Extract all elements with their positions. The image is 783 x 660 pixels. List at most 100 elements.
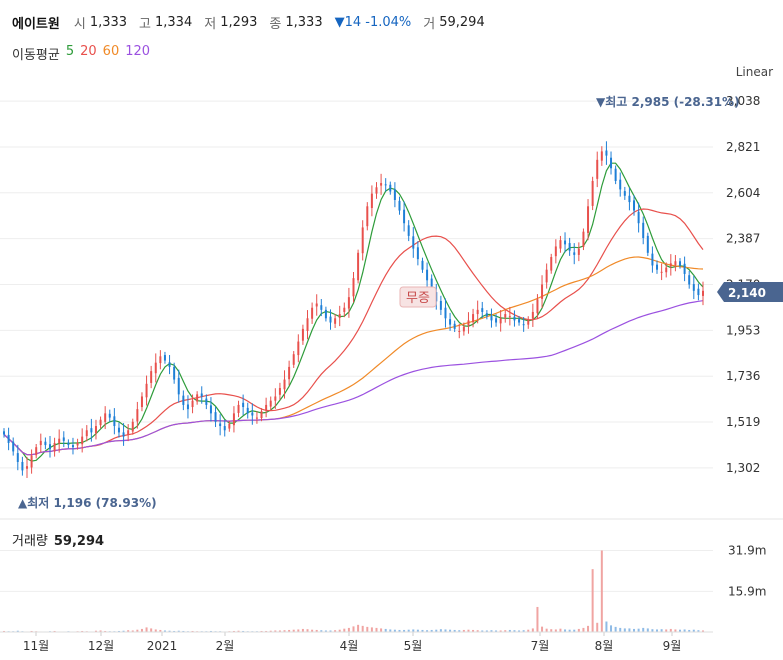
candle-body	[403, 209, 406, 224]
candle-body	[177, 377, 180, 395]
candle-body	[223, 426, 226, 431]
ma-legend-title: 이동평균	[12, 48, 60, 63]
volume-bar	[674, 629, 677, 632]
candle-body	[439, 300, 442, 310]
volume-bar	[311, 629, 314, 632]
volume-bar	[564, 629, 567, 632]
volume-bar	[550, 629, 553, 632]
volume-bar	[412, 629, 415, 632]
volume-bar	[140, 628, 143, 632]
candle-body	[94, 426, 97, 434]
ma-120-line	[3, 300, 704, 456]
candle-body	[30, 455, 33, 468]
volume-bar	[131, 630, 134, 632]
candle-body	[334, 318, 337, 324]
candle-body	[554, 246, 557, 257]
volume-bar	[53, 630, 56, 632]
volume-bar	[642, 627, 645, 632]
volume-bar	[439, 629, 442, 632]
candle-body	[320, 305, 323, 310]
open-value: 1,333	[89, 14, 128, 30]
volume-bar	[99, 630, 102, 632]
candle-body	[536, 299, 539, 314]
volume-panel-label: 거래량	[12, 534, 48, 549]
candle-body	[444, 307, 447, 319]
candle-body	[67, 442, 70, 446]
volume-bar	[559, 628, 562, 632]
volume-bar	[481, 630, 484, 632]
candle-body	[104, 413, 107, 422]
volume-bar	[315, 629, 318, 632]
volume-bar	[430, 629, 433, 632]
candle-body	[251, 412, 254, 416]
candle-body	[393, 189, 396, 200]
candle-body	[315, 303, 318, 307]
candle-body	[246, 407, 249, 414]
volume-bar	[472, 629, 475, 632]
candle-body	[154, 362, 157, 374]
candle-body	[200, 393, 203, 397]
ma-5-label: 5	[65, 44, 75, 59]
volume-bar	[688, 629, 691, 632]
candle-body	[58, 438, 61, 444]
candle-body	[113, 416, 116, 427]
y-tick-label: 1,736	[726, 369, 760, 383]
candle-body	[559, 240, 562, 249]
volume-bar	[398, 629, 401, 632]
candle-body	[347, 297, 350, 309]
volume-bar	[458, 630, 461, 632]
volume-bar	[651, 629, 654, 632]
candle-body	[610, 157, 613, 169]
candle-body	[228, 423, 231, 429]
candle-body	[324, 309, 327, 319]
candle-body	[12, 441, 15, 452]
volume-bar	[426, 630, 429, 632]
candle-body	[600, 151, 603, 161]
candle-body	[306, 318, 309, 331]
volume-bar	[232, 630, 235, 632]
x-tick-label: 4월	[340, 639, 359, 653]
candle-body	[605, 150, 608, 156]
candle-body	[352, 278, 355, 297]
candle-body	[260, 411, 263, 419]
candle-body	[499, 318, 502, 324]
candle-body	[495, 318, 498, 323]
close-value: 1,333	[285, 14, 323, 30]
volume-bar	[334, 630, 337, 632]
volume-bar	[495, 630, 498, 632]
volume-bar	[508, 629, 511, 632]
volume-bar	[30, 630, 33, 632]
x-tick-label: 7월	[531, 639, 550, 653]
volume-bar	[623, 628, 626, 632]
max-price-label: ▼최고 2,985 (-28.31%)	[596, 94, 740, 109]
volume-bar	[669, 628, 672, 632]
candle-body	[173, 366, 176, 380]
candle-body	[614, 168, 617, 181]
volume-bar	[453, 629, 456, 632]
volume-grid	[0, 549, 713, 592]
candle-body	[25, 466, 28, 469]
moving-average-legend[interactable]: 이동평균 5 20 60 120	[12, 44, 156, 63]
candle-body	[545, 269, 548, 283]
candle-body	[35, 447, 38, 456]
volume-bar	[265, 630, 268, 632]
candle-body	[357, 252, 360, 281]
candle-body	[214, 412, 217, 422]
candle-body	[168, 362, 171, 367]
volume-bar	[104, 630, 107, 632]
volume-bar	[122, 630, 125, 632]
candle-body	[191, 400, 194, 408]
current-price-badge: 2,140	[717, 282, 783, 302]
volume-bar	[3, 630, 5, 632]
volume-bar	[329, 630, 332, 632]
volume-bar	[357, 624, 360, 632]
candle-body	[518, 319, 521, 323]
candle-body	[205, 398, 208, 405]
volume-bar	[306, 629, 309, 632]
candle-body	[292, 354, 295, 365]
volume-bar	[145, 627, 148, 632]
scale-toggle[interactable]: Linear	[735, 65, 773, 79]
y-tick-label: 1,519	[726, 415, 760, 429]
candle-body	[426, 269, 429, 281]
